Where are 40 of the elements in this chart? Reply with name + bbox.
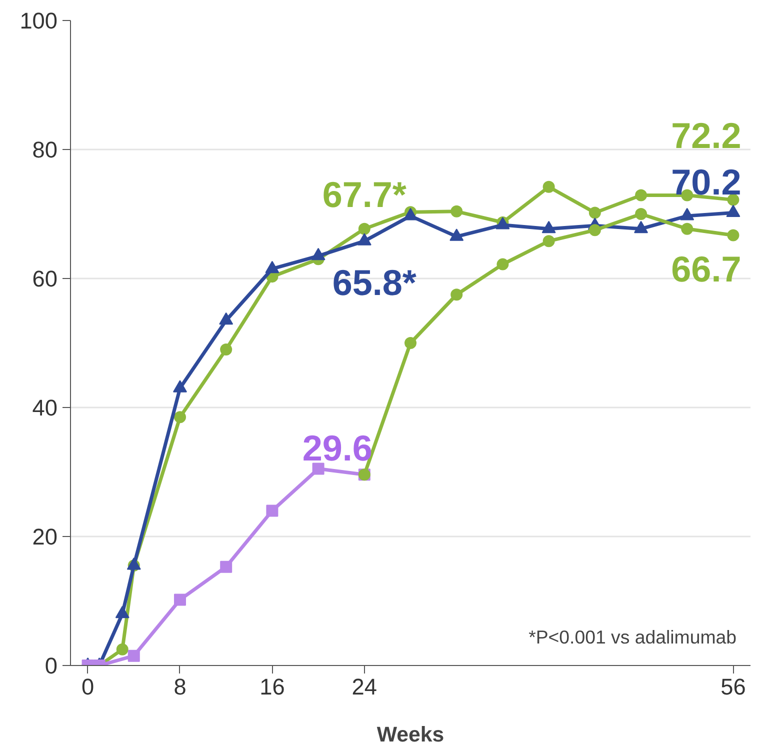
point [404,337,416,349]
point [542,235,555,248]
x-axis-title: Weeks [376,722,444,746]
point [727,229,740,242]
annotation: *P<0.001 vs adalimumab [528,626,737,648]
data-label: 67.7* [322,174,406,215]
point [220,343,232,356]
point [450,288,463,301]
x-tick-label: 8 [174,674,186,700]
point [128,650,140,662]
point [635,208,648,220]
data-label: 70.2 [671,162,742,203]
point [588,206,601,219]
point [635,189,648,202]
x-tick-label: 0 [81,674,94,700]
point [174,411,186,424]
point [312,462,324,475]
point [496,258,509,270]
y-tick-label: 60 [32,266,58,292]
point [588,224,601,236]
point [681,222,694,235]
x-tick-label: 16 [260,674,285,700]
data-label: 65.8* [332,262,416,304]
y-tick-label: 40 [32,394,58,420]
point [220,560,232,573]
point [450,205,463,218]
point [174,594,186,606]
y-tick-label: 0 [44,652,58,678]
point [542,180,555,193]
y-tick-label: 20 [32,524,58,550]
point [266,504,278,517]
data-label: 29.6 [302,428,372,469]
point [358,222,370,235]
point [116,643,128,656]
y-tick-label: 80 [32,136,58,162]
data-label: 66.7 [671,248,742,290]
x-tick-label: 24 [352,674,377,700]
data-label: 72.2 [671,114,742,156]
y-tick-label: 100 [20,8,58,34]
x-tick-label: 56 [720,674,746,700]
